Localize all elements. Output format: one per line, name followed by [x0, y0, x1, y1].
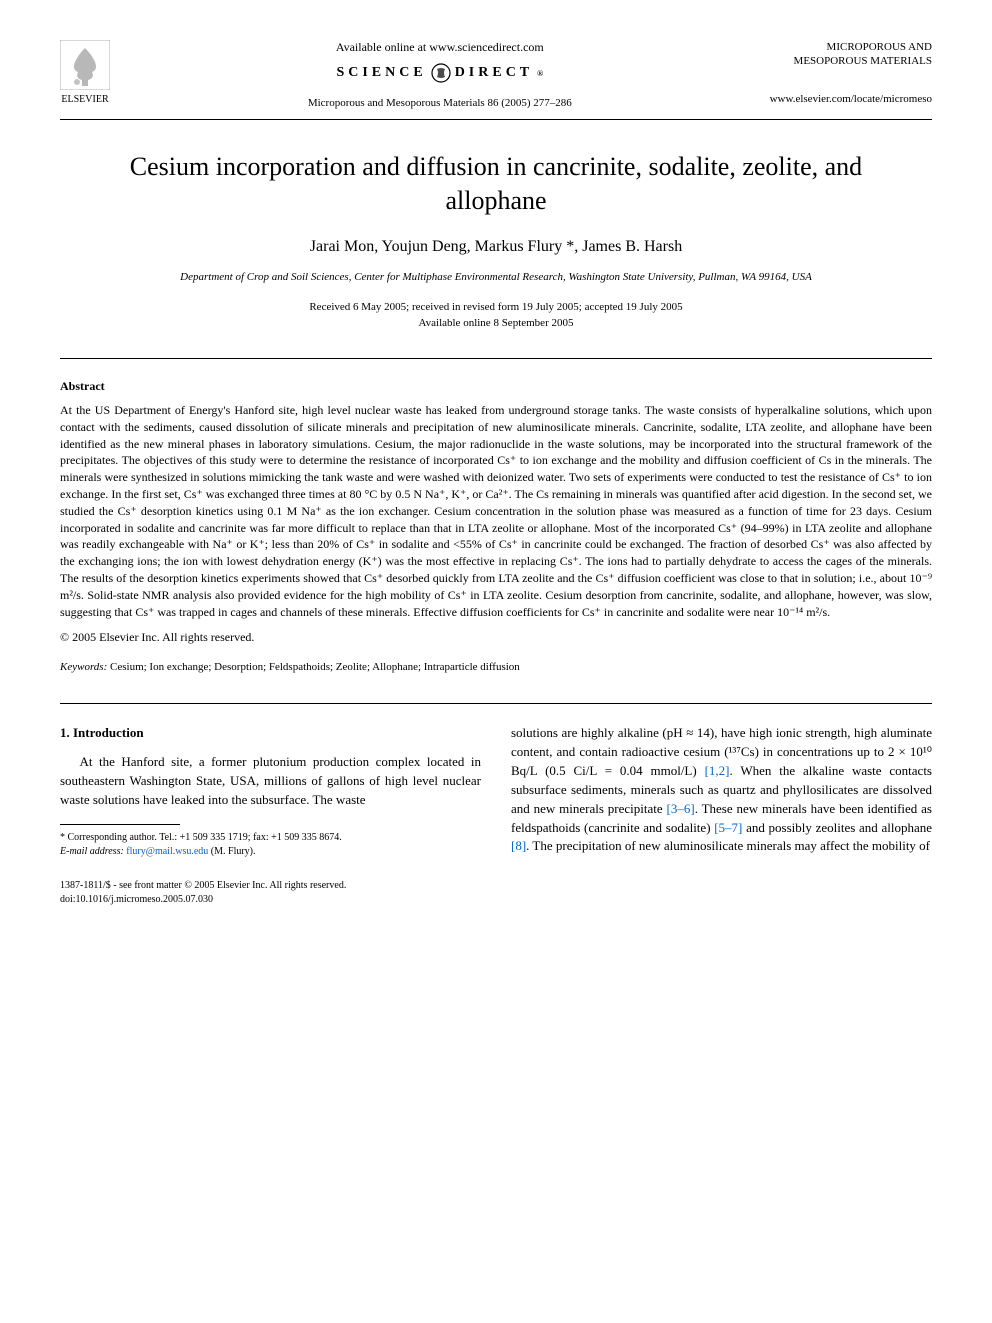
email-address[interactable]: flury@mail.wsu.edu	[124, 846, 211, 857]
ref-3-6[interactable]: [3–6]	[667, 801, 695, 816]
footer-doi: doi:10.1016/j.micromeso.2005.07.030	[60, 893, 932, 907]
footnote-separator	[60, 824, 180, 825]
corresponding-author-footnote: * Corresponding author. Tel.: +1 509 335…	[60, 831, 481, 845]
keywords-label: Keywords:	[60, 661, 107, 673]
intro-paragraph-2: solutions are highly alkaline (pH ≈ 14),…	[511, 724, 932, 856]
intro-p2-e: . The precipitation of new aluminosilica…	[526, 838, 930, 853]
available-date: Available online 8 September 2005	[60, 315, 932, 332]
footer-copyright: 1387-1811/$ - see front matter © 2005 El…	[60, 879, 932, 893]
elsevier-logo: ELSEVIER	[60, 40, 110, 105]
intro-p2-d: and possibly zeolites and allophane	[742, 820, 932, 835]
journal-title-line1: MICROPOROUS AND	[770, 40, 932, 54]
header-center: Available online at www.sciencedirect.co…	[110, 40, 770, 109]
introduction-heading: 1. Introduction	[60, 724, 481, 743]
email-footnote: E-mail address: flury@mail.wsu.edu (M. F…	[60, 845, 481, 859]
elsevier-tree-icon	[60, 40, 110, 90]
divider-top	[60, 358, 932, 359]
affiliation: Department of Crop and Soil Sciences, Ce…	[140, 270, 852, 285]
article-title: Cesium incorporation and diffusion in ca…	[120, 150, 872, 218]
authors: Jarai Mon, Youjun Deng, Markus Flury *, …	[60, 238, 932, 256]
keywords: Keywords: Cesium; Ion exchange; Desorpti…	[60, 661, 932, 673]
journal-title-line2: MESOPOROUS MATERIALS	[770, 54, 932, 68]
publication-dates: Received 6 May 2005; received in revised…	[60, 299, 932, 332]
journal-reference: Microporous and Mesoporous Materials 86 …	[130, 97, 750, 109]
divider-bottom	[60, 703, 932, 704]
sciencedirect-text-1: SCIENCE	[336, 65, 426, 81]
sciencedirect-icon	[431, 63, 451, 83]
abstract-copyright: © 2005 Elsevier Inc. All rights reserved…	[60, 630, 932, 645]
sciencedirect-text-2: DIRECT	[455, 65, 533, 81]
journal-header: ELSEVIER Available online at www.science…	[60, 40, 932, 120]
email-name: (M. Flury).	[211, 846, 256, 857]
sciencedirect-reg: ®	[537, 69, 543, 78]
ref-5-7[interactable]: [5–7]	[714, 820, 742, 835]
abstract-text: At the US Department of Energy's Hanford…	[60, 402, 932, 620]
keywords-text: Cesium; Ion exchange; Desorption; Feldsp…	[107, 661, 520, 673]
elsevier-label: ELSEVIER	[61, 94, 108, 105]
journal-title-block: MICROPOROUS AND MESOPOROUS MATERIALS www…	[770, 40, 932, 105]
footer: 1387-1811/$ - see front matter © 2005 El…	[60, 879, 932, 907]
sciencedirect-logo: SCIENCE DIRECT ®	[130, 63, 750, 83]
available-online-text: Available online at www.sciencedirect.co…	[130, 40, 750, 55]
journal-title: MICROPOROUS AND MESOPOROUS MATERIALS	[770, 40, 932, 69]
email-label: E-mail address:	[60, 846, 124, 857]
body-columns: 1. Introduction At the Hanford site, a f…	[60, 724, 932, 858]
ref-8[interactable]: [8]	[511, 838, 526, 853]
intro-paragraph-1: At the Hanford site, a former plutonium …	[60, 753, 481, 810]
abstract-heading: Abstract	[60, 379, 932, 394]
journal-url: www.elsevier.com/locate/micromeso	[770, 93, 932, 105]
received-date: Received 6 May 2005; received in revised…	[60, 299, 932, 316]
ref-1-2[interactable]: [1,2]	[705, 763, 730, 778]
